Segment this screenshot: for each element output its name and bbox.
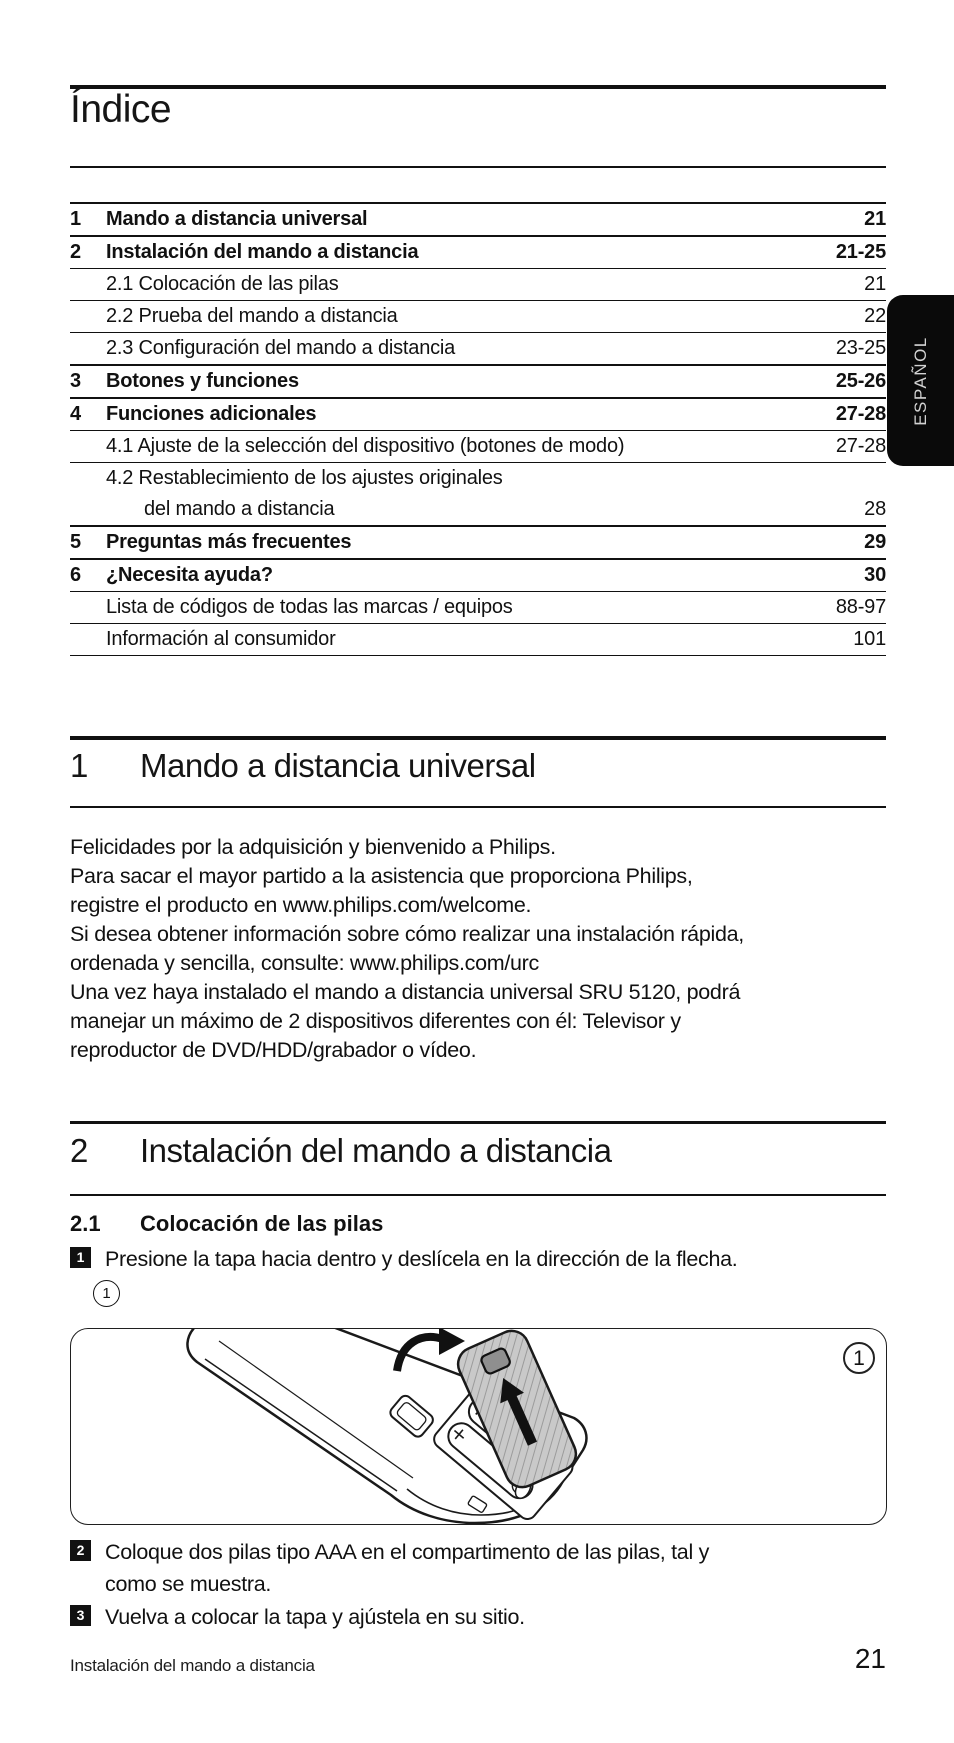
toc-row-label: Funciones adicionales — [106, 403, 317, 425]
toc-row-pages: 29 — [864, 531, 886, 553]
paragraph-line: manejar un máximo de 2 dispositivos dife… — [70, 1009, 681, 1033]
toc-row-label: 4.1 Ajuste de la selección del dispositi… — [106, 435, 625, 457]
language-tab-label: ESPAÑOL — [910, 335, 930, 426]
toc-row-pages: 21 — [864, 273, 886, 295]
step-3-text: Vuelva a colocar la tapa y ajústela en s… — [105, 1605, 525, 1629]
toc-row-label: ¿Necesita ayuda? — [106, 564, 273, 586]
toc-row: 4 Funciones adicionales 27-28 — [70, 397, 886, 430]
toc-row: 2.2 Prueba del mando a distancia 22 — [70, 300, 886, 332]
toc-row: 2.3 Configuración del mando a distancia … — [70, 332, 886, 364]
toc-row: 6 ¿Necesita ayuda? 30 — [70, 558, 886, 591]
toc-row: 4.1 Ajuste de la selección del dispositi… — [70, 430, 886, 462]
paragraph-line: reproductor de DVD/HDD/grabador o vídeo. — [70, 1038, 477, 1062]
toc-row-label: Preguntas más frecuentes — [106, 531, 352, 553]
toc-row-label: Mando a distancia universal — [106, 208, 368, 230]
paragraph-line: ordenada y sencilla, consulte: www.phili… — [70, 951, 539, 975]
step-2-text: Coloque dos pilas tipo AAA en el compart… — [105, 1540, 710, 1596]
toc-row-label: Lista de códigos de todas las marcas / e… — [106, 596, 513, 618]
toc-row-pages: 30 — [864, 564, 886, 586]
divider-rule-thick — [70, 736, 886, 740]
paragraph-line: Para sacar el mayor partido a la asisten… — [70, 864, 693, 888]
subsection-title: Colocación de las pilas — [140, 1211, 384, 1236]
page-title: Índice — [70, 88, 172, 131]
toc-row-pages: 88-97 — [835, 596, 886, 618]
figure-number-badge: 1 — [843, 1342, 875, 1374]
toc-row-label: 2.2 Prueba del mando a distancia — [106, 305, 398, 327]
up-arrow-icon — [500, 1377, 538, 1446]
toc-row: 3 Botones y funciones 25-26 — [70, 364, 886, 397]
section-1-heading: 1 Mando a distancia universal — [70, 747, 536, 785]
battery-cover — [456, 1329, 578, 1489]
toc-row-label: Información al consumidor — [106, 628, 336, 650]
toc-row-number: 5 — [70, 531, 81, 553]
step-3-marker: 3 — [70, 1605, 91, 1626]
toc-row-pages: 101 — [853, 628, 886, 650]
curved-arrow-icon — [393, 1329, 465, 1372]
step-1: 1 Presione la tapa hacia dentro y deslíc… — [70, 1243, 886, 1275]
divider-rule-thick — [70, 1121, 886, 1124]
toc-table: 1 Mando a distancia universal 21 2 Insta… — [70, 202, 886, 656]
step-1-text: Presione la tapa hacia dentro y deslícel… — [105, 1247, 738, 1271]
toc-row-label: 4.2 Restablecimiento de los ajustes orig… — [106, 467, 503, 520]
toc-row-number: 2 — [70, 241, 81, 263]
circled-one-icon: 1 — [93, 1280, 120, 1307]
toc-row-number: 1 — [70, 208, 81, 230]
toc-row-pages: 23-25 — [835, 337, 886, 359]
remote-illustration: 1 — [186, 1329, 875, 1524]
toc-row-label: Instalación del mando a distancia — [106, 241, 419, 263]
divider-rule-thin — [70, 166, 886, 168]
section-title: Mando a distancia universal — [140, 747, 536, 784]
toc-row-pages: 25-26 — [835, 370, 886, 392]
paragraph-line: Una vez haya instalado el mando a distan… — [70, 980, 741, 1004]
section-number: 1 — [70, 747, 88, 784]
step-2: 2 Coloque dos pilas tipo AAA en el compa… — [70, 1536, 886, 1600]
toc-row: 2.1 Colocación de las pilas 21 — [70, 268, 886, 300]
section-2-heading: 2 Instalación del mando a distancia — [70, 1132, 612, 1170]
section-number: 2 — [70, 1132, 88, 1169]
toc-row-number: 4 — [70, 403, 81, 425]
toc-row-pages: 21-25 — [835, 241, 886, 263]
toc-row: Información al consumidor 101 — [70, 623, 886, 656]
toc-row-number: 6 — [70, 564, 81, 586]
footer-page-number: 21 — [854, 1643, 886, 1674]
toc-row-pages: 28 — [864, 498, 886, 520]
toc-row-pages: 27-28 — [835, 403, 886, 425]
latch-window — [389, 1394, 434, 1438]
paragraph-line: Felicidades por la adquisición y bienven… — [70, 835, 556, 859]
subsection-2-1-heading: 2.1 Colocación de las pilas — [70, 1211, 383, 1237]
divider-rule-thick — [70, 85, 886, 89]
toc-row: 4.2 Restablecimiento de los ajustes orig… — [70, 462, 886, 525]
battery-installation-figure: 1 — [70, 1328, 887, 1525]
cover-latch-hole — [480, 1347, 511, 1375]
step-2-marker: 2 — [70, 1540, 91, 1561]
toc-row-label: 2.1 Colocación de las pilas — [106, 273, 339, 295]
footer-section-title: Instalación del mando a distancia — [70, 1656, 315, 1675]
toc-row-label: 2.3 Configuración del mando a distancia — [106, 337, 456, 359]
svg-text:1: 1 — [853, 1347, 865, 1370]
toc-row: Lista de códigos de todas las marcas / e… — [70, 591, 886, 623]
divider-rule-thin — [70, 1194, 886, 1196]
paragraph-line: Si desea obtener información sobre cómo … — [70, 922, 744, 946]
toc-row: 1 Mando a distancia universal 21 — [70, 202, 886, 235]
section-1-paragraph: Felicidades por la adquisición y bienven… — [70, 833, 744, 1065]
toc-row-pages: 27-28 — [835, 435, 886, 457]
toc-row-number: 3 — [70, 370, 81, 392]
toc-row: 2 Instalación del mando a distancia 21-2… — [70, 235, 886, 268]
toc-row-pages: 22 — [864, 305, 886, 327]
toc-row: 5 Preguntas más frecuentes 29 — [70, 525, 886, 558]
toc-row-label: Botones y funciones — [106, 370, 299, 392]
step-1-marker: 1 — [70, 1247, 91, 1268]
language-tab: ESPAÑOL — [887, 295, 954, 466]
toc-row-pages: 21 — [864, 208, 886, 230]
butt-detail — [467, 1495, 488, 1513]
paragraph-line: registre el producto en www.philips.com/… — [70, 893, 532, 917]
subsection-number: 2.1 — [70, 1211, 101, 1236]
step-3: 3 Vuelva a colocar la tapa y ajústela en… — [70, 1601, 886, 1633]
section-title: Instalación del mando a distancia — [140, 1132, 612, 1169]
divider-rule-thin — [70, 806, 886, 808]
